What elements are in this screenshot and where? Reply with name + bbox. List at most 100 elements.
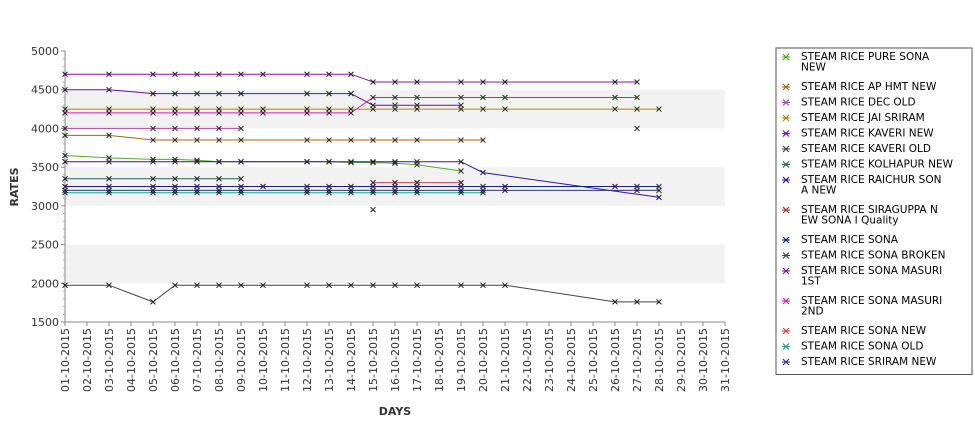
data-point-marker bbox=[106, 282, 112, 289]
data-point-marker bbox=[370, 189, 376, 196]
data-point-marker bbox=[414, 102, 420, 109]
data-point-marker bbox=[62, 71, 68, 78]
data-point-marker bbox=[150, 156, 156, 163]
data-point-marker bbox=[480, 106, 486, 112]
x-tick-label: 25-10-2015 bbox=[587, 328, 600, 392]
data-point-marker bbox=[238, 282, 244, 289]
data-point-marker bbox=[150, 71, 156, 78]
legend-label: STEAM RICE SONA MASURI bbox=[801, 265, 942, 277]
data-point-marker bbox=[348, 110, 354, 116]
data-point-marker bbox=[414, 94, 420, 101]
data-point-marker bbox=[392, 282, 398, 289]
x-tick-label: 29-10-2015 bbox=[675, 328, 688, 392]
data-point-marker bbox=[194, 158, 200, 165]
data-point-marker bbox=[172, 125, 178, 132]
x-tick-label: 02-10-2015 bbox=[81, 328, 94, 392]
data-point-marker bbox=[172, 71, 178, 78]
x-tick-label: 20-10-2015 bbox=[477, 328, 490, 392]
data-point-marker bbox=[216, 187, 222, 194]
data-point-marker bbox=[458, 189, 464, 196]
series bbox=[62, 71, 640, 85]
data-point-marker bbox=[216, 189, 222, 196]
legend-item: STEAM RICE SONA MASURI 2ND bbox=[782, 295, 942, 318]
data-point-marker bbox=[634, 125, 640, 132]
y-tick-label: 3000 bbox=[31, 200, 59, 213]
data-point-marker bbox=[634, 79, 640, 85]
data-point-marker bbox=[194, 175, 200, 182]
data-point-marker bbox=[392, 94, 398, 101]
series bbox=[62, 125, 244, 132]
data-point-marker bbox=[106, 187, 112, 194]
series-line bbox=[65, 284, 659, 303]
data-point-marker bbox=[480, 79, 486, 85]
data-point-marker bbox=[348, 90, 354, 97]
data-point-marker bbox=[326, 282, 332, 289]
data-point-marker bbox=[238, 71, 244, 78]
series-line bbox=[65, 89, 461, 106]
x-tick-label: 10-10-2015 bbox=[257, 328, 270, 392]
legend-marker-swatch bbox=[782, 130, 790, 137]
data-point-marker bbox=[216, 110, 222, 116]
y-tick-label: 5000 bbox=[31, 45, 59, 58]
legend-item: STEAM RICE DEC OLD bbox=[782, 97, 916, 109]
legend-marker-swatch bbox=[782, 161, 790, 168]
data-point-marker bbox=[216, 175, 222, 182]
legend-label: STEAM RICE RAICHUR SON bbox=[801, 174, 941, 186]
data-point-marker bbox=[414, 282, 420, 289]
x-tick-label: 13-10-2015 bbox=[323, 328, 336, 392]
data-point-marker bbox=[502, 187, 508, 194]
data-point-marker bbox=[656, 187, 662, 194]
series bbox=[62, 86, 464, 109]
data-point-marker bbox=[62, 132, 68, 139]
legend-marker-swatch bbox=[782, 236, 790, 244]
data-point-marker bbox=[304, 71, 310, 78]
data-point-marker bbox=[370, 94, 376, 101]
data-point-marker bbox=[502, 106, 508, 112]
data-point-marker bbox=[392, 79, 398, 85]
legend-marker-swatch bbox=[782, 327, 790, 335]
series bbox=[634, 125, 640, 132]
data-point-marker bbox=[326, 158, 332, 165]
data-point-marker bbox=[194, 187, 200, 194]
data-point-marker bbox=[194, 110, 200, 116]
x-tick-label: 07-10-2015 bbox=[191, 328, 204, 392]
data-point-marker bbox=[370, 137, 376, 143]
x-tick-label: 06-10-2015 bbox=[169, 328, 182, 392]
legend-item: STEAM RICE KAVERI OLD bbox=[782, 143, 931, 155]
data-point-marker bbox=[348, 282, 354, 289]
data-point-marker bbox=[150, 125, 156, 132]
data-point-marker bbox=[238, 175, 244, 182]
data-point-marker bbox=[370, 159, 376, 166]
data-point-marker bbox=[106, 158, 112, 165]
data-point-marker bbox=[238, 110, 244, 116]
data-point-marker bbox=[216, 158, 222, 165]
data-point-marker bbox=[370, 187, 376, 194]
data-point-marker bbox=[480, 169, 486, 176]
series bbox=[370, 179, 464, 186]
data-point-marker bbox=[106, 175, 112, 182]
data-point-marker bbox=[414, 187, 420, 194]
data-point-marker bbox=[634, 94, 640, 101]
data-point-marker bbox=[304, 90, 310, 97]
legend-item: STEAM RICE PURE SONA NEW bbox=[782, 51, 930, 74]
legend-label: STEAM RICE DEC OLD bbox=[801, 97, 916, 109]
legend-label: 1ST bbox=[801, 276, 821, 288]
data-point-marker bbox=[326, 90, 332, 97]
data-point-marker bbox=[238, 189, 244, 196]
data-point-marker bbox=[172, 158, 178, 165]
data-point-marker bbox=[480, 94, 486, 101]
data-point-marker bbox=[458, 168, 464, 174]
x-tick-label: 17-10-2015 bbox=[411, 328, 424, 392]
series bbox=[62, 282, 662, 305]
data-point-marker bbox=[370, 282, 376, 289]
data-point-marker bbox=[414, 189, 420, 196]
legend-label: STEAM RICE KOLHAPUR NEW bbox=[801, 159, 954, 171]
legend-label: STEAM RICE SRIRAM NEW bbox=[801, 356, 937, 368]
data-point-marker bbox=[458, 179, 464, 186]
data-point-marker bbox=[304, 187, 310, 194]
data-point-marker bbox=[370, 158, 376, 165]
data-point-marker bbox=[62, 187, 68, 194]
data-point-marker bbox=[612, 94, 618, 101]
data-point-marker bbox=[238, 158, 244, 165]
data-point-marker bbox=[634, 106, 640, 112]
